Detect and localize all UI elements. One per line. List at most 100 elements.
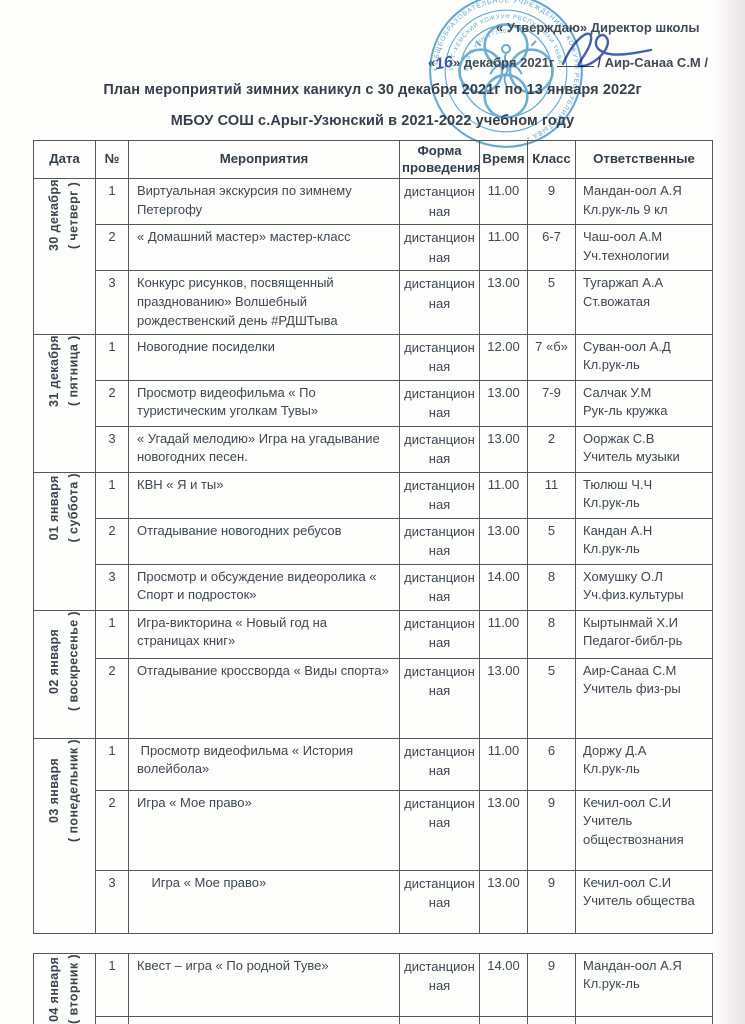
event-cell: Просмотр видеофильма « По туристическим … bbox=[128, 379, 400, 427]
form-cell: дистанционная bbox=[399, 471, 480, 519]
grade-cell: 8 bbox=[527, 563, 576, 611]
event-cell: « Домашний мастер» мастер-класс bbox=[128, 224, 400, 271]
time-cell: 13.00 bbox=[479, 425, 528, 473]
event-cell: Игра « Мое право» bbox=[128, 789, 400, 871]
responsible-cell: Суван-оол А.Д Кл.рук-ль bbox=[575, 333, 713, 381]
number-cell: 1 bbox=[95, 609, 129, 659]
responsible-cell: Тугаржап А.А Ст.вожатая bbox=[575, 270, 713, 335]
responsible-cell: Чаш-оол А.М Уч.технологии bbox=[575, 224, 713, 271]
form-cell: дистанционная bbox=[399, 869, 480, 934]
column-header: Форма проведения bbox=[399, 140, 480, 179]
grade-cell: 9 bbox=[527, 952, 576, 1017]
approval-line: « Утверждаю» Директор школы bbox=[496, 20, 700, 35]
table-row: 2 « Домашний мастер» мастер-класс дистанци… bbox=[34, 224, 713, 271]
school-stamp: • ОБЩЕОБРАЗОВАТЕЛЬНОЕ УЧРЕЖДЕНИЕ • КОЖУУ… bbox=[429, 0, 583, 148]
form-cell: дистанционная bbox=[399, 737, 480, 791]
table-row: 2 Отгадывание новогодних ребусов дистанцио… bbox=[34, 517, 713, 565]
event-cell: Отгадывание новогодних ребусов bbox=[128, 517, 400, 565]
form-cell: дистанционная bbox=[399, 333, 480, 381]
responsible-cell: Мандан-оол А.Я Кл.рук-ль bbox=[575, 952, 713, 1017]
form-cell: дистанционная bbox=[399, 657, 480, 739]
time-cell: 13.00 bbox=[479, 657, 528, 739]
time-cell: 13.00 bbox=[479, 517, 528, 565]
time-cell: 14.00 bbox=[479, 563, 528, 611]
responsible-cell: Аир-Санаа С.М Учитель физ-ры bbox=[575, 657, 713, 739]
responsible-cell: Кечил-оол С.И Учитель обществознания bbox=[575, 789, 713, 871]
event-cell: КВН « Я и ты» bbox=[128, 471, 400, 519]
number-cell: 3 bbox=[95, 869, 129, 934]
date-cell: 03 января ( понедельник ) bbox=[33, 737, 96, 934]
table-gap bbox=[33, 934, 714, 953]
event-cell: Игра « Мое право» bbox=[128, 869, 400, 934]
responsible-cell: Хомушку О.Л Уч.физ.культуры bbox=[575, 563, 713, 611]
column-header: Время bbox=[479, 140, 528, 179]
responsible-cell: Кандан А.Н Кл.рук-ль bbox=[575, 517, 713, 565]
form-cell: дистанционная bbox=[399, 789, 480, 871]
date-cell: 04 января ( вторник ) bbox=[33, 952, 96, 1024]
number-cell: 2 bbox=[95, 789, 129, 871]
grade-cell: 6 bbox=[527, 737, 576, 791]
event-cell: « Угадай мелодию» Игра на угадывание нов… bbox=[128, 425, 400, 473]
event-cell: Отгадывание кроссворда « Виды спорта» bbox=[128, 657, 400, 739]
table-header-row: Дата № Мероприятия Форма проведения Время Кла… bbox=[33, 140, 713, 179]
responsible-cell: Салчак У.М Рук-ль кружка bbox=[575, 379, 713, 427]
column-header: Класс bbox=[527, 140, 576, 179]
table-row: 03 января ( понедельник ) 1 Просмотр видео… bbox=[33, 737, 713, 934]
date-cell: 30 декабря ( четверг ) bbox=[33, 178, 96, 335]
weekday-label: ( пятница ) bbox=[66, 335, 81, 406]
number-cell: 1 bbox=[95, 952, 129, 1017]
date-label: 02 января bbox=[47, 628, 62, 694]
time-cell: 14.00 bbox=[479, 952, 528, 1017]
stamp-figure bbox=[475, 40, 537, 94]
schedule-table: Дата № Мероприятия Форма проведения Время Кла… bbox=[33, 140, 713, 934]
stamp-emblem bbox=[458, 23, 554, 119]
column-header: № bbox=[95, 140, 129, 179]
grade-cell: 11 bbox=[527, 471, 576, 519]
grade-cell: 7-9 bbox=[527, 379, 576, 427]
number-cell: 3 bbox=[95, 563, 129, 611]
responsible-cell: Тюлюш Ч.Ч Кл.рук-ль bbox=[575, 471, 713, 519]
signature-line bbox=[557, 54, 595, 67]
column-header: Дата bbox=[33, 140, 96, 179]
form-cell: дистанционная bbox=[399, 563, 480, 611]
approval-block: « Утверждаю» Директор школы «16» декабря… bbox=[428, 20, 708, 74]
director-name: / Аир-Санаа С.М / bbox=[597, 55, 708, 70]
time-cell: 11.00 bbox=[479, 178, 528, 225]
date-label: 31 декабря bbox=[47, 334, 62, 407]
date-label: 03 января bbox=[47, 757, 62, 823]
signature bbox=[561, 32, 653, 68]
form-cell: дистанционная bbox=[399, 609, 480, 659]
form-cell: дистанционная bbox=[399, 178, 480, 225]
responsible-cell: Доржу Д.А Кл.рук-ль bbox=[575, 737, 713, 791]
table-row: 3 Просмотр и обсуждение видеоролика « Спо… bbox=[34, 563, 713, 611]
time-cell: 12.00 bbox=[479, 333, 528, 381]
grade-cell: 7 «б» bbox=[527, 333, 576, 381]
number-cell: 1 bbox=[95, 178, 129, 225]
grade-cell: 9 bbox=[527, 869, 576, 934]
number-cell: 3 bbox=[95, 425, 129, 473]
form-cell: дистанционная bbox=[399, 1015, 480, 1024]
time-cell: 13.00 bbox=[479, 270, 528, 335]
number-cell: 1 bbox=[95, 737, 129, 791]
form-cell: дистанционная bbox=[399, 517, 480, 565]
weekday-label: ( воскресенье ) bbox=[66, 610, 81, 711]
grade-cell: 5 bbox=[527, 270, 576, 335]
event-cell: Квест – игра « По родной Туве» bbox=[128, 952, 400, 1017]
number-cell: 1 bbox=[95, 333, 129, 381]
grade-cell: 5 bbox=[527, 517, 576, 565]
time-cell: 13.00 bbox=[479, 789, 528, 871]
weekday-label: ( понедельник ) bbox=[66, 738, 81, 842]
handwritten-day: 16 bbox=[433, 53, 455, 74]
column-header: Ответственные bbox=[575, 140, 713, 179]
table-row: 2« Национальные виды спорта»дистанционна… bbox=[34, 1015, 713, 1024]
table-row: 3 Игра « Мое право» дистанционная 13.00 9 Ке… bbox=[34, 869, 713, 934]
event-cell: Новогодние посиделки bbox=[128, 333, 400, 381]
responsible-cell: Кыртынмай Х.И Педагог-библ-рь bbox=[575, 609, 713, 659]
number-cell: 1 bbox=[95, 471, 129, 519]
table-region: Дата № Мероприятия Форма проведения Время Кла… bbox=[33, 140, 714, 1024]
time-cell: 11.00 bbox=[479, 609, 528, 659]
event-cell: Конкурс рисунков, посвященный празднован… bbox=[128, 270, 400, 335]
time-cell: 11.00 bbox=[479, 737, 528, 791]
grade-cell: 5 bbox=[527, 657, 576, 739]
date-label: 30 декабря bbox=[47, 179, 62, 251]
